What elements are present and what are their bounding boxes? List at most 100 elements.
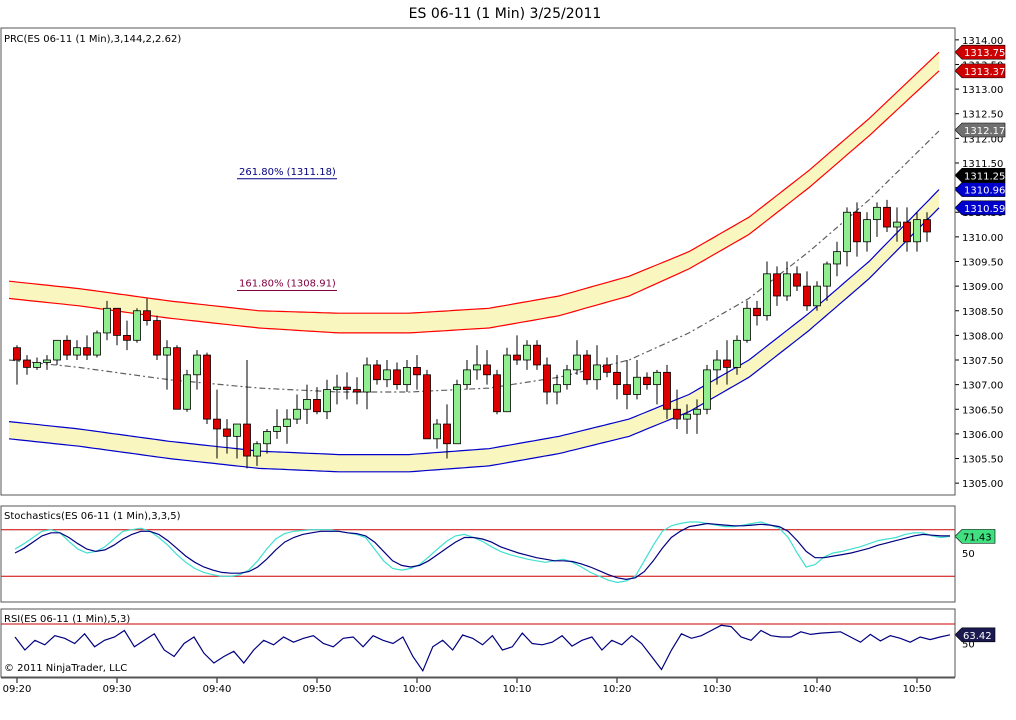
- stoch-y-tick: 50: [962, 549, 975, 560]
- candle[interactable]: [263, 428, 271, 454]
- candle[interactable]: [783, 261, 791, 301]
- candle[interactable]: [603, 357, 611, 378]
- candle[interactable]: [873, 202, 881, 237]
- candle[interactable]: [183, 369, 191, 412]
- candle[interactable]: [353, 377, 361, 405]
- candle[interactable]: [133, 308, 141, 343]
- candle[interactable]: [653, 369, 661, 405]
- candle[interactable]: [443, 404, 451, 459]
- candle-body: [153, 320, 161, 356]
- candle[interactable]: [683, 404, 691, 434]
- candle[interactable]: [23, 355, 31, 375]
- candle[interactable]: [733, 335, 741, 375]
- candle[interactable]: [173, 345, 181, 410]
- candle[interactable]: [773, 266, 781, 306]
- candle[interactable]: [373, 360, 381, 385]
- candle[interactable]: [103, 300, 111, 341]
- candle[interactable]: [403, 360, 411, 393]
- candle[interactable]: [333, 374, 341, 405]
- candle[interactable]: [193, 350, 201, 390]
- candle[interactable]: [73, 340, 81, 361]
- candle[interactable]: [253, 441, 261, 466]
- stochastics-panel[interactable]: 50 71.43: [1, 521, 996, 584]
- candle[interactable]: [223, 419, 231, 454]
- candle[interactable]: [813, 281, 821, 311]
- candle[interactable]: [723, 340, 731, 385]
- candle[interactable]: [913, 212, 921, 252]
- candle[interactable]: [123, 320, 131, 351]
- candle[interactable]: [43, 355, 51, 370]
- lower-outer-line: [8, 207, 940, 473]
- candle[interactable]: [233, 423, 241, 459]
- candle[interactable]: [213, 389, 221, 459]
- candle[interactable]: [383, 360, 391, 388]
- candle[interactable]: [793, 266, 801, 292]
- candle[interactable]: [143, 298, 151, 326]
- candle[interactable]: [33, 357, 41, 370]
- candle[interactable]: [453, 379, 461, 445]
- candle[interactable]: [533, 340, 541, 370]
- candle[interactable]: [853, 202, 861, 257]
- candle[interactable]: [363, 357, 371, 410]
- candle[interactable]: [83, 335, 91, 361]
- candle[interactable]: [833, 241, 841, 277]
- candle[interactable]: [693, 399, 701, 434]
- candle[interactable]: [703, 364, 711, 415]
- candle[interactable]: [463, 360, 471, 390]
- candle[interactable]: [243, 360, 251, 469]
- candle[interactable]: [473, 345, 481, 380]
- price-panel[interactable]: 261.80% (1311.18) 161.80% (1308.91) 1305.0…: [8, 36, 1005, 490]
- candle[interactable]: [273, 409, 281, 439]
- candle[interactable]: [283, 409, 291, 444]
- candle[interactable]: [523, 340, 531, 370]
- candle-body: [313, 399, 321, 413]
- candle[interactable]: [923, 212, 931, 242]
- candle[interactable]: [673, 389, 681, 429]
- candle[interactable]: [643, 372, 651, 390]
- candle[interactable]: [63, 335, 71, 361]
- candle[interactable]: [543, 357, 551, 405]
- candle[interactable]: [393, 362, 401, 390]
- candle[interactable]: [413, 355, 421, 390]
- candle[interactable]: [483, 350, 491, 385]
- candle[interactable]: [903, 207, 911, 252]
- candle[interactable]: [313, 387, 321, 415]
- candle[interactable]: [593, 345, 601, 390]
- candle[interactable]: [153, 315, 161, 361]
- candle[interactable]: [493, 369, 501, 415]
- candle[interactable]: [13, 345, 21, 385]
- candle[interactable]: [513, 335, 521, 365]
- candle[interactable]: [203, 352, 211, 425]
- candle[interactable]: [433, 419, 441, 449]
- candle[interactable]: [323, 379, 331, 420]
- candle[interactable]: [343, 372, 351, 400]
- candle[interactable]: [163, 340, 171, 390]
- candle[interactable]: [613, 355, 621, 400]
- candle[interactable]: [93, 330, 101, 358]
- candle[interactable]: [503, 347, 511, 413]
- candle[interactable]: [113, 307, 121, 346]
- candle[interactable]: [893, 207, 901, 242]
- candle[interactable]: [743, 300, 751, 343]
- candle-body: [263, 431, 271, 445]
- candle[interactable]: [623, 360, 631, 410]
- candle[interactable]: [563, 364, 571, 390]
- candle[interactable]: [753, 300, 761, 326]
- candle[interactable]: [553, 374, 561, 405]
- candle[interactable]: [863, 212, 871, 252]
- candle[interactable]: [843, 207, 851, 267]
- candle[interactable]: [663, 364, 671, 420]
- candle[interactable]: [293, 394, 301, 425]
- candle[interactable]: [823, 261, 831, 301]
- candle[interactable]: [633, 360, 641, 400]
- candle[interactable]: [423, 369, 431, 440]
- candle[interactable]: [803, 271, 811, 311]
- candle[interactable]: [583, 350, 591, 385]
- candle[interactable]: [713, 350, 721, 385]
- candle[interactable]: [573, 340, 581, 375]
- candle[interactable]: [53, 339, 61, 365]
- candle[interactable]: [883, 199, 891, 232]
- candle[interactable]: [763, 261, 771, 321]
- candle[interactable]: [303, 384, 311, 425]
